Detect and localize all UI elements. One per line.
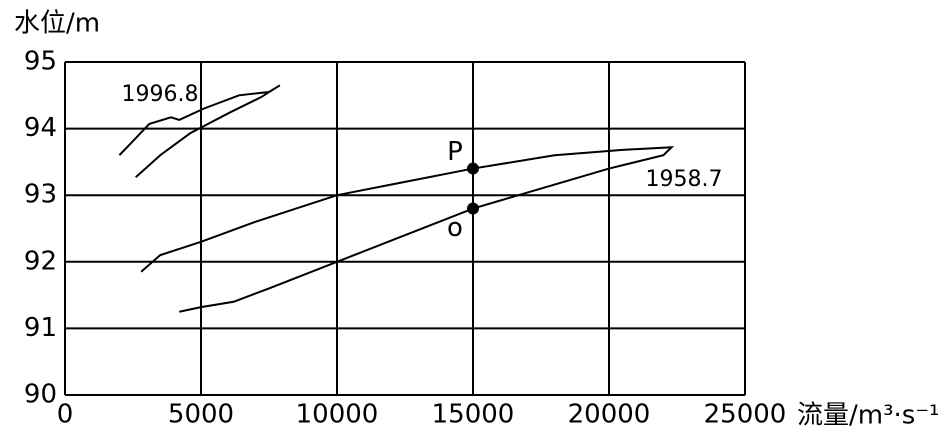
y-tick-label: 93 (24, 180, 57, 210)
x-tick-label: 25000 (704, 400, 787, 430)
point-label: o (447, 213, 463, 243)
y-tick-label: 92 (24, 246, 57, 276)
x-tick-label: 10000 (296, 400, 379, 430)
y-tick-label: 94 (24, 113, 57, 143)
point (467, 202, 479, 215)
point (467, 162, 479, 175)
curve (140, 146, 675, 313)
curve (118, 84, 281, 178)
x-tick-label: 15000 (432, 400, 515, 430)
curve-label: 1996.8 (122, 82, 199, 107)
point-label: P (447, 137, 463, 167)
curve-label: 1958.7 (646, 167, 723, 192)
x-tick-label: 0 (57, 400, 74, 430)
y-tick-label: 90 (24, 380, 57, 410)
y-tick-label: 91 (24, 313, 57, 343)
x-tick-label: 20000 (568, 400, 651, 430)
x-tick-label: 5000 (168, 400, 234, 430)
y-axis-label: 水位/m (14, 9, 100, 39)
x-axis-label: 流量/m³·s⁻¹ (797, 401, 939, 431)
y-tick-label: 95 (24, 47, 57, 77)
